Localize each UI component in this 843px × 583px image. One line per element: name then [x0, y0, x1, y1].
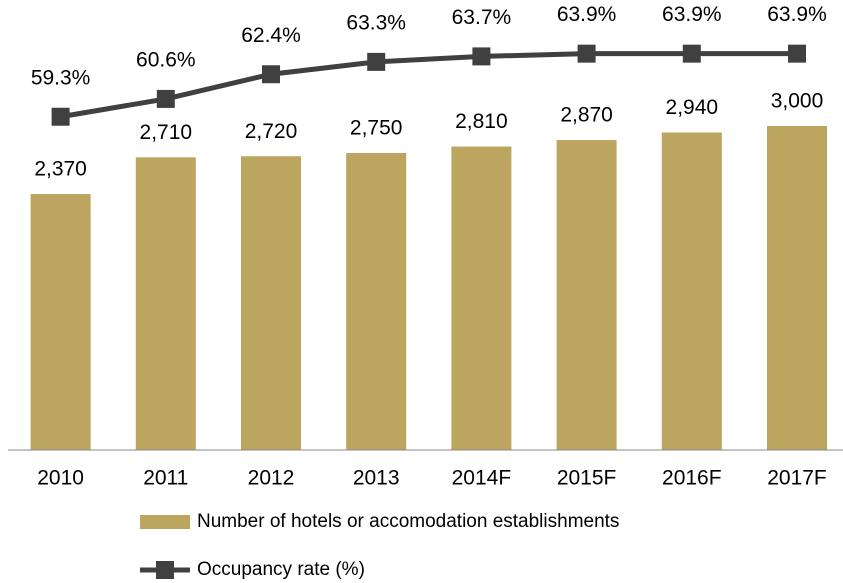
legend-swatch: [140, 515, 190, 529]
line-marker: [262, 65, 280, 84]
bar: [767, 126, 827, 450]
bar-value-label: 2,720: [245, 120, 298, 143]
line-value-label: 63.3%: [346, 11, 406, 34]
line-marker: [472, 47, 491, 66]
line-value-label: 59.3%: [31, 66, 91, 89]
x-tick-label: 2015F: [557, 467, 617, 490]
line-value-label: 63.9%: [662, 3, 722, 26]
bar: [556, 140, 617, 451]
line-value-label: 60.6%: [136, 48, 196, 71]
bar-value-label: 2,810: [455, 110, 508, 133]
line-marker: [156, 89, 175, 108]
legend-marker: [156, 561, 174, 579]
bar-value-label: 2,710: [140, 121, 193, 144]
bar: [661, 132, 722, 451]
bar: [135, 157, 196, 450]
x-tick-label: 2016F: [662, 467, 722, 490]
line-marker: [788, 44, 806, 63]
x-tick-label: 2014F: [452, 467, 512, 490]
bar-value-label: 3,000: [771, 90, 824, 113]
bar-value-label: 2,940: [666, 96, 719, 119]
line-marker: [51, 107, 70, 126]
line-value-label: 63.9%: [557, 3, 617, 26]
bar-value-label: 2,370: [34, 158, 87, 181]
bar-value-label: 2,750: [350, 117, 403, 140]
bar-value-label: 2,870: [560, 104, 613, 127]
x-tick-label: 2013: [353, 467, 400, 490]
x-tick-label: 2010: [37, 467, 84, 490]
bar: [30, 194, 91, 450]
line-marker: [367, 52, 386, 71]
line-value-label: 62.4%: [241, 24, 301, 47]
bar: [346, 153, 407, 450]
bar: [241, 156, 301, 451]
line: [60, 51, 797, 120]
line-value-label: 63.7%: [452, 6, 512, 29]
line-value-label: 63.9%: [767, 3, 827, 26]
x-tick-label: 2011: [143, 467, 188, 490]
line-marker: [577, 44, 596, 63]
legend-label: Occupancy rate (%): [197, 559, 365, 580]
line-marker: [682, 44, 701, 63]
legend-label: Number of hotels or accomodation establi…: [197, 511, 619, 532]
bar: [451, 146, 512, 450]
x-tick-label: 2017F: [767, 467, 827, 490]
x-tick-label: 2012: [248, 467, 295, 490]
